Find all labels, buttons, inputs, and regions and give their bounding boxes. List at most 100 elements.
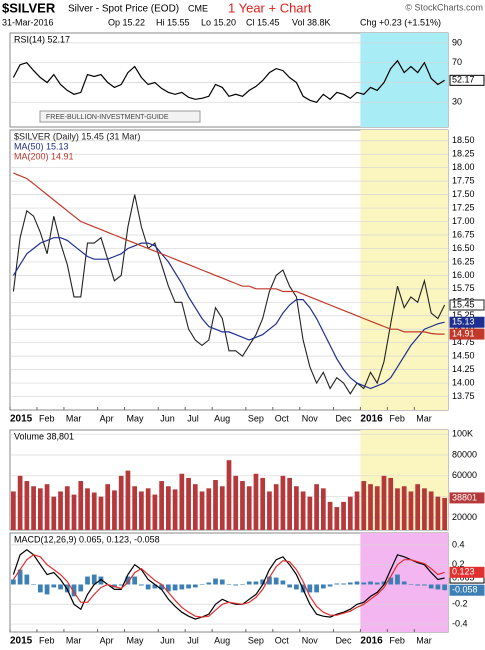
bar [145,584,151,590]
bar [320,488,326,530]
x-tick-label: Oct [275,413,290,423]
bar [206,488,212,530]
x-tick-label: Apr [100,635,114,645]
bar [145,488,151,530]
open: Op 15.22 [108,17,145,27]
line-series [12,237,445,390]
bar [341,583,346,585]
bar [233,584,239,586]
x-tick-label: 2016 [360,414,383,425]
bar [91,492,97,530]
x-tick-label: Jun [160,413,175,423]
bar [192,584,198,588]
bar [172,489,178,530]
y-tick-label: 60000 [452,470,477,480]
value-tag-box [449,74,485,86]
bar [273,577,279,585]
bar [179,584,185,590]
bar [422,488,427,530]
bar [442,497,447,530]
bar [132,576,138,585]
bar [260,579,266,585]
bar [395,574,400,585]
bar [374,486,380,530]
value-tag: 52.17 [452,75,475,85]
x-tick-label: Mar [66,413,82,423]
bar [58,584,63,590]
date: 31-Mar-2016 [2,17,54,27]
bar [24,574,30,585]
x-tick-label: Aug [214,413,230,423]
bar [341,501,346,530]
x-tick-label: May [127,635,145,645]
bar [422,584,427,586]
bar [381,475,387,530]
x-tick-label: Aug [214,635,230,645]
line-series [12,194,446,395]
bar [219,579,225,585]
bar [374,582,380,585]
bar [51,496,57,530]
bar [408,584,414,585]
bar [273,484,279,530]
watermark-box [39,110,201,123]
y-tick-label: 18.25 [452,149,475,159]
y-tick-label: 0.2 [452,559,465,569]
bar [64,486,70,530]
bar [44,584,50,595]
bar [327,584,333,587]
value-tag-box [449,328,485,340]
x-tick-label: Nov [302,413,319,423]
bar [206,582,212,585]
y-tick-label: 70 [452,57,462,67]
y-tick-label: 15.25 [452,310,475,320]
bar [334,583,340,585]
value-tag-box [449,492,485,504]
bar [85,488,90,530]
y-tick-label: 16.25 [452,256,475,266]
bar [139,584,144,586]
y-tick-label: 30 [452,97,462,107]
bar [327,501,333,530]
bar [226,460,232,530]
bar [368,581,373,585]
bar [415,584,421,586]
x-tick-label: Jun [160,635,175,645]
bar [11,491,16,530]
bar [435,584,441,590]
y-tick-label: 17.50 [452,189,475,199]
value-tag-box [449,584,485,596]
bar [415,484,421,530]
exchange: CME [188,3,208,13]
volume: Vol 38.8K [292,17,331,27]
bar [240,481,245,530]
x-tick-label: Mar [416,413,432,423]
bar [314,484,319,530]
y-tick-label: 15.75 [452,283,475,293]
bar [347,496,353,530]
bar [159,481,164,530]
x-tick-label: 2016 [360,636,383,647]
y-tick-label: 16.75 [452,229,475,239]
bar [91,574,97,585]
x-tick-label: Feb [39,413,55,423]
value-tag: -0.058 [452,585,478,595]
y-tick-label: 16.50 [452,243,475,253]
watermark: FREE-BULLION-INVESTMENT-GUIDE [46,114,169,121]
bar [361,582,367,585]
change: Chg +0.23 (+1.51%) [360,17,441,27]
bar [199,584,205,585]
y-tick-label: -0.4 [452,618,468,628]
value-tag: 0.123 [452,567,475,577]
bar [132,486,138,530]
x-tick-label: Oct [275,635,290,645]
bar [199,491,205,530]
bar [300,491,306,530]
bar [71,494,77,530]
panel-label: RSI(14) 52.17 [14,34,70,44]
high: Hi 15.55 [156,17,190,27]
panel-label: MACD(12,26,9) 0.065, 0.123, -0.058 [14,534,160,544]
y-tick-label: 17.75 [452,176,475,186]
low: Lo 15.20 [201,17,236,27]
